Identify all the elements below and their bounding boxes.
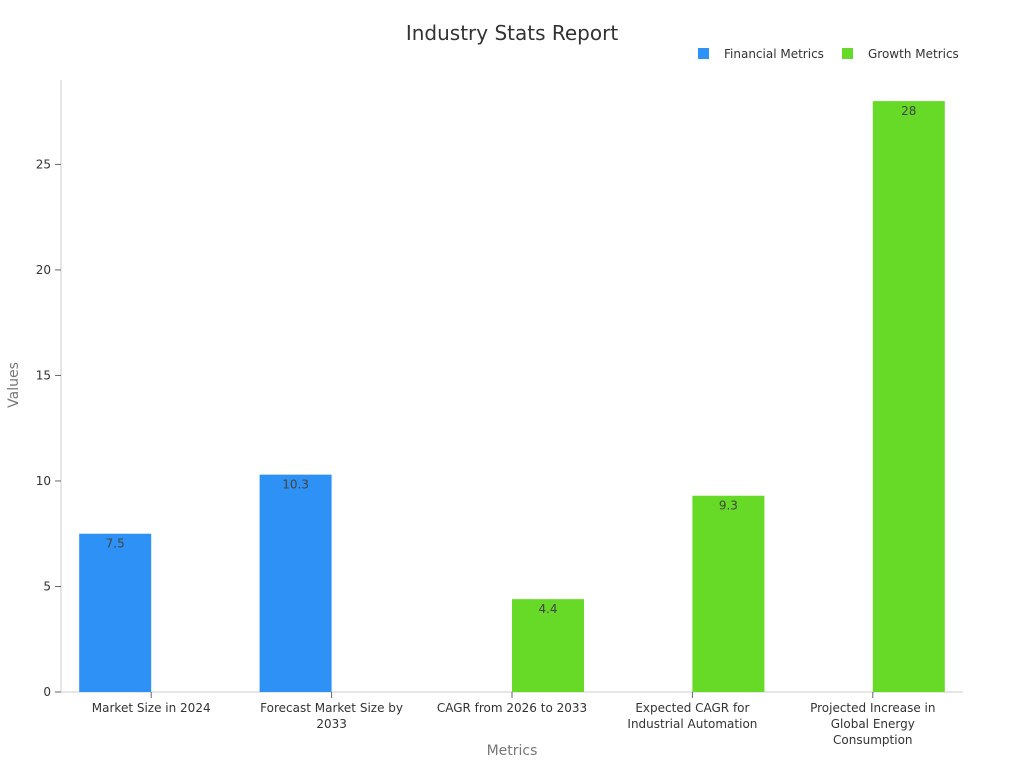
y-tick-label: 5	[43, 579, 51, 593]
y-tick-label: 0	[43, 685, 51, 699]
bar-value-label: 10.3	[282, 478, 309, 492]
x-tick-label: Forecast Market Size by 2033	[260, 701, 403, 731]
bar-value-label: 7.5	[106, 537, 125, 551]
legend-swatch-financial	[698, 48, 709, 59]
bar[interactable]	[79, 533, 152, 692]
bar[interactable]	[872, 101, 945, 692]
bars: 7.5 10.3 4.4 9.3 28	[79, 101, 945, 692]
y-tick-label: 20	[36, 263, 51, 277]
bar[interactable]	[692, 495, 765, 692]
x-tick-label: Expected CAGR for Industrial Automation	[627, 701, 757, 731]
x-axis-title: Metrics	[487, 743, 538, 759]
legend-swatch-growth	[842, 48, 853, 59]
bar[interactable]	[259, 474, 332, 692]
y-axis-ticks: 0 5 10 15 20 25	[36, 157, 61, 699]
legend-label-financial[interactable]: Financial Metrics	[724, 47, 824, 61]
bar-value-label: 4.4	[538, 602, 557, 616]
chart-title: Industry Stats Report	[406, 21, 618, 45]
x-tick-label: Market Size in 2024	[92, 701, 211, 715]
bar-value-label: 9.3	[719, 499, 738, 513]
y-axis-title: Values	[6, 362, 22, 408]
x-tick-label: Projected Increase in Global Energy Consum…	[810, 701, 935, 747]
bar-value-label: 28	[901, 104, 916, 118]
y-tick-label: 10	[36, 474, 51, 488]
legend-label-growth[interactable]: Growth Metrics	[868, 47, 959, 61]
bar[interactable]	[512, 599, 584, 692]
y-tick-label: 15	[36, 368, 51, 382]
x-axis-ticks: Market Size in 2024 Forecast Market Size …	[92, 692, 936, 747]
y-tick-label: 25	[36, 157, 51, 171]
x-tick-label: CAGR from 2026 to 2033	[437, 701, 587, 715]
legend: Financial Metrics Growth Metrics	[698, 47, 959, 61]
